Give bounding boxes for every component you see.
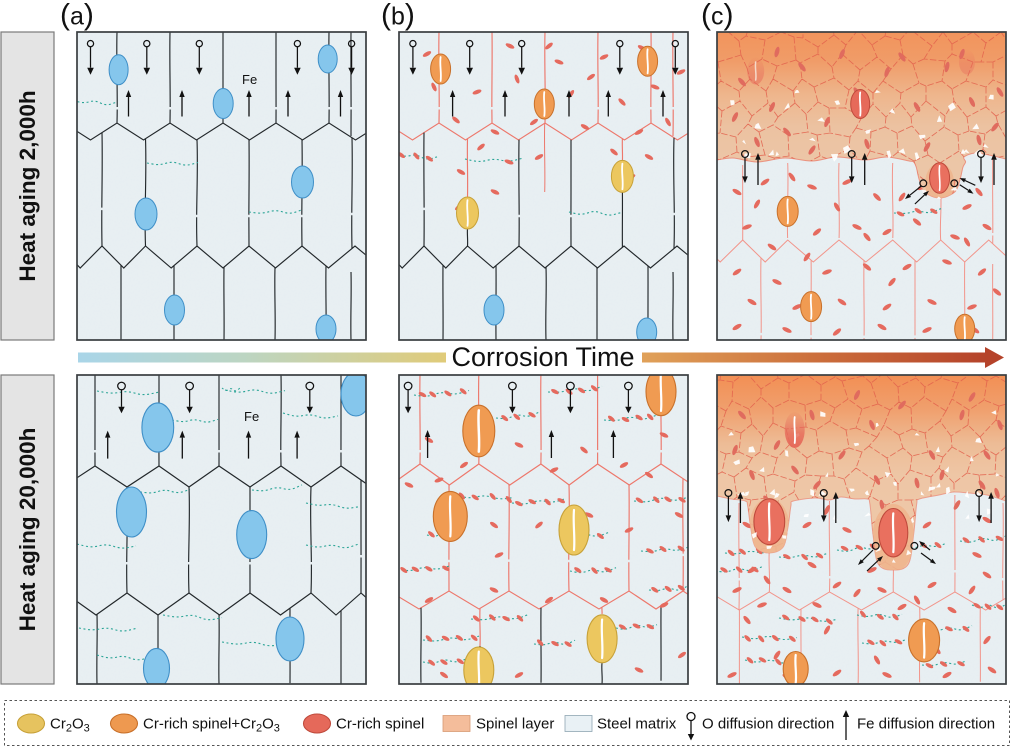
svg-text:Fe: Fe — [244, 409, 259, 424]
svg-text:Cr-rich spinel+Cr2O3: Cr-rich spinel+Cr2O3 — [143, 716, 280, 735]
svg-text:(b): (b) — [381, 0, 415, 32]
svg-text:O diffusion direction: O diffusion direction — [702, 716, 834, 733]
svg-text:(a): (a) — [60, 0, 94, 32]
svg-text:Steel matrix: Steel matrix — [597, 716, 677, 733]
svg-text:(c): (c) — [701, 0, 734, 32]
svg-text:Corrosion Time: Corrosion Time — [451, 342, 634, 372]
svg-text:Fe diffusion direction: Fe diffusion direction — [857, 716, 995, 733]
svg-text:Fe: Fe — [242, 72, 257, 87]
svg-text:Cr-rich spinel: Cr-rich spinel — [336, 716, 424, 733]
svg-text:Spinel layer: Spinel layer — [476, 716, 554, 733]
svg-text:Heat aging 2,000h: Heat aging 2,000h — [15, 90, 40, 281]
svg-text:Heat aging 20,000h: Heat aging 20,000h — [15, 428, 40, 632]
svg-text:Cr2O3: Cr2O3 — [50, 716, 90, 735]
